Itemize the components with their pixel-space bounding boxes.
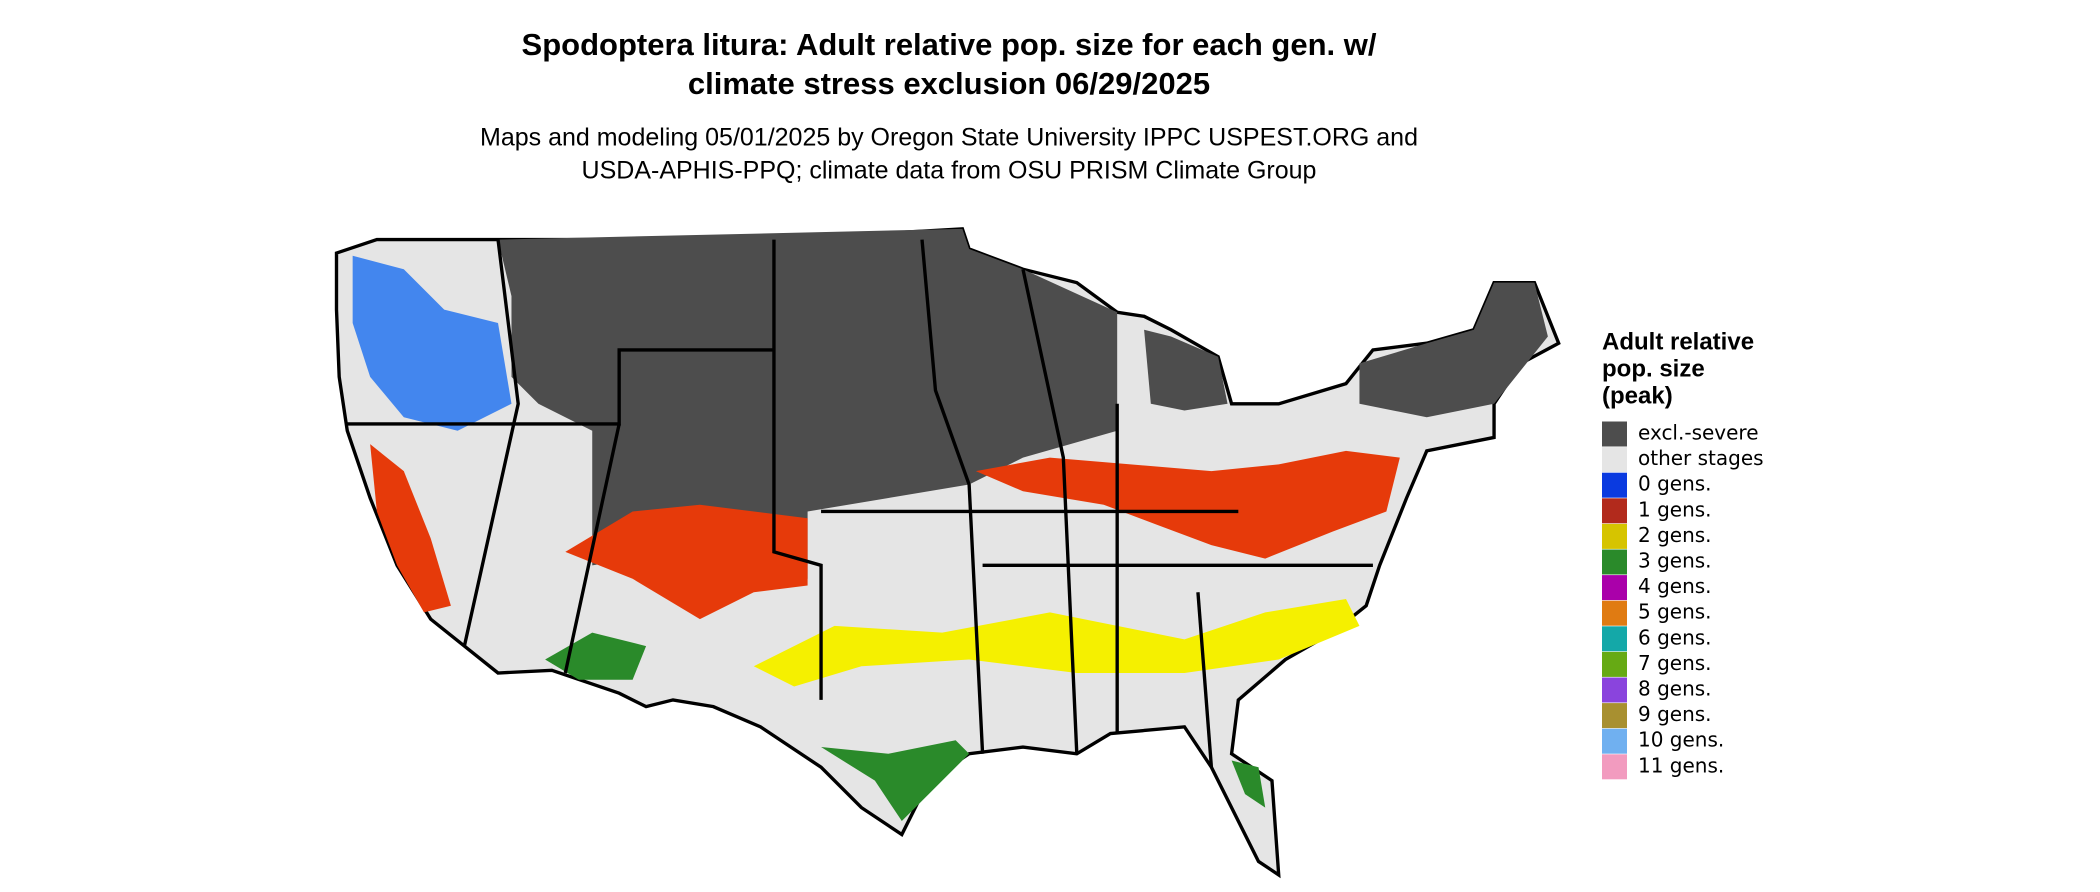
legend-label: 2 gens. xyxy=(1638,523,1712,547)
one-gen-band xyxy=(565,504,808,620)
legend-label: 0 gens. xyxy=(1638,472,1712,496)
legend-label: 8 gens. xyxy=(1638,677,1712,701)
legend-swatch xyxy=(1602,600,1627,626)
legend-label: 1 gens. xyxy=(1638,497,1712,521)
legend-label: 9 gens. xyxy=(1638,702,1712,726)
legend-swatch xyxy=(1602,677,1627,703)
legend-title: pop. size xyxy=(1602,355,1705,382)
excluded-region xyxy=(498,228,1118,579)
legend-label: 6 gens. xyxy=(1638,625,1712,649)
legend-swatch xyxy=(1602,421,1627,447)
two-gen-band xyxy=(753,598,1360,687)
subtitle-line: USDA-APHIS-PPQ; climate data from OSU PR… xyxy=(582,157,1317,185)
one-gen-band xyxy=(370,444,451,613)
title-line: climate stress exclusion 06/29/2025 xyxy=(688,66,1210,101)
legend-swatch xyxy=(1602,651,1627,677)
legend-swatch xyxy=(1602,523,1627,549)
legend-swatch xyxy=(1602,498,1627,524)
legend-label: 4 gens. xyxy=(1638,574,1712,598)
title-line: Spodoptera litura: Adult relative pop. s… xyxy=(522,27,1377,62)
legend-title: Adult relative xyxy=(1602,328,1754,355)
excluded-region xyxy=(1144,329,1228,411)
legend-swatch xyxy=(1602,728,1627,754)
legend-swatch xyxy=(1602,575,1627,601)
three-gen-band xyxy=(821,740,970,822)
legend-label: 10 gens. xyxy=(1638,728,1724,752)
legend-label: 7 gens. xyxy=(1638,651,1712,675)
three-gen-band xyxy=(545,632,647,680)
map xyxy=(334,227,1561,879)
state-borders xyxy=(347,239,1373,768)
three-gen-band xyxy=(1231,760,1266,808)
subtitle-line: Maps and modeling 05/01/2025 by Oregon S… xyxy=(480,124,1418,152)
legend-swatch xyxy=(1602,703,1627,729)
legend-swatch xyxy=(1602,472,1627,498)
legend-label: excl.-severe xyxy=(1638,421,1759,445)
one-gen-band xyxy=(975,450,1400,559)
zero-gen-band xyxy=(352,255,512,431)
legend-label: 5 gens. xyxy=(1638,600,1712,624)
legend-title: (peak) xyxy=(1602,382,1673,409)
legend-label: 3 gens. xyxy=(1638,549,1712,573)
legend-swatch xyxy=(1602,549,1627,575)
legend-swatch xyxy=(1602,447,1627,473)
excluded-region xyxy=(1359,282,1548,418)
legend-label: other stages xyxy=(1638,446,1764,470)
legend-swatch xyxy=(1602,754,1627,780)
legend-swatch xyxy=(1602,626,1627,652)
legend-label: 11 gens. xyxy=(1638,753,1724,777)
